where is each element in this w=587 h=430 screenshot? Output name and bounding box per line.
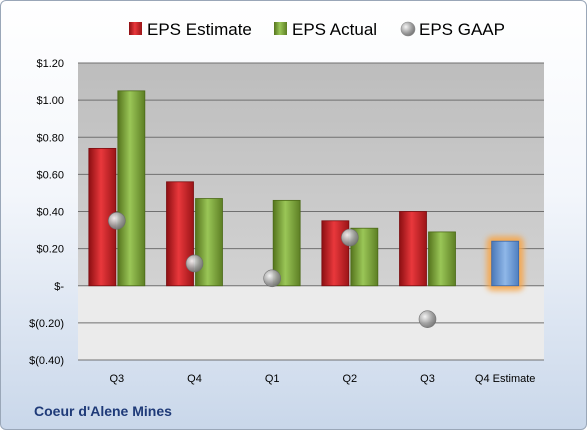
eps-gaap-marker — [263, 269, 281, 288]
legend-label: EPS Actual — [292, 20, 377, 39]
y-axis-tick-labels: $(0.40) $(0.20) $- $0.20 $0.40 $0.60 $0.80 $1.0… — [29, 58, 64, 367]
eps-gaap-marker — [418, 310, 437, 328]
x-tick-label: Q4 — [187, 373, 202, 385]
y-tick-label: $(0.20) — [29, 318, 64, 330]
x-axis-tick-labels: Q3 Q4 Q1 Q2 Q3 Q4 Estimate — [109, 373, 535, 385]
x-tick-label: Q1 — [265, 373, 280, 385]
eps-actual-bar — [117, 90, 146, 287]
x-tick-label: Q2 — [342, 373, 357, 385]
legend-label: EPS Estimate — [147, 20, 252, 39]
legend-swatch — [274, 22, 287, 35]
company-name: Coeur d'Alene Mines — [34, 403, 172, 419]
y-tick-label: $1.00 — [36, 95, 64, 107]
eps-actual-bar — [428, 231, 456, 287]
gridlines — [78, 62, 544, 361]
x-tick-label: Q3 — [420, 373, 435, 385]
eps-estimate-bar — [166, 181, 194, 287]
eps-estimate-forecast-bar — [491, 240, 520, 287]
eps-chart: EPS Estimate EPS Actual EPS GAAP $(0.40)$(… — [29, 20, 544, 385]
x-tick-label: Q3 — [109, 373, 124, 385]
legend-swatch — [129, 22, 142, 35]
eps-actual-bar — [195, 198, 223, 287]
y-tick-label: $- — [54, 281, 64, 293]
gaap-markers — [108, 211, 437, 328]
eps-gaap-marker — [341, 228, 359, 247]
eps-gaap-marker — [185, 254, 204, 273]
eps-gaap-marker — [108, 211, 126, 230]
y-tick-label: $0.60 — [36, 169, 64, 181]
y-tick-label: $(0.40) — [29, 355, 64, 367]
y-tick-label: $0.80 — [36, 132, 64, 144]
eps-estimate-bar — [399, 211, 427, 287]
legend-label: EPS GAAP — [419, 20, 505, 39]
y-tick-label: $0.40 — [36, 207, 64, 219]
x-tick-label: Q4 Estimate — [475, 373, 536, 385]
y-tick-label: $0.20 — [36, 244, 64, 256]
legend-swatch — [400, 21, 416, 37]
y-tick-label: $1.20 — [36, 58, 64, 70]
chart-legend: EPS Estimate EPS Actual EPS GAAP — [129, 20, 505, 39]
